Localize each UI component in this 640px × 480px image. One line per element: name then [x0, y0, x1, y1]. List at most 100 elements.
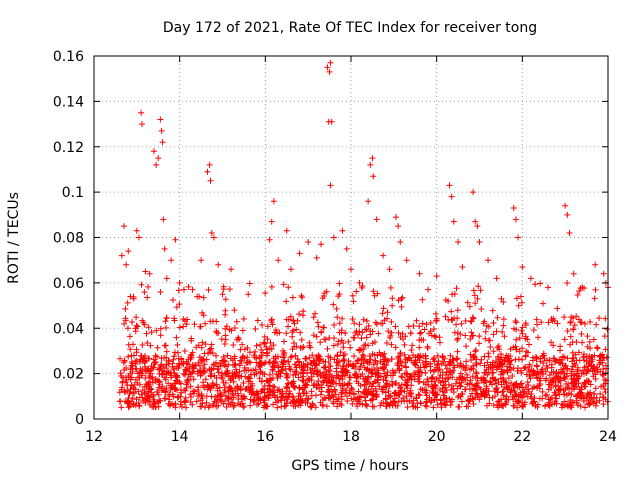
data-point: [125, 395, 132, 402]
data-point: [297, 399, 304, 406]
data-point: [593, 399, 600, 406]
data-point: [361, 326, 368, 333]
data-point: [524, 379, 531, 386]
data-point: [152, 352, 159, 359]
data-point: [388, 355, 395, 362]
data-point: [271, 360, 278, 367]
data-point: [483, 322, 490, 329]
data-point: [369, 155, 376, 162]
data-point: [152, 359, 159, 366]
data-point: [435, 358, 442, 365]
data-point: [331, 356, 338, 363]
data-point: [208, 373, 215, 380]
data-point: [392, 323, 399, 330]
data-point: [205, 286, 212, 293]
data-point: [586, 338, 593, 345]
data-point: [147, 367, 154, 374]
data-point: [326, 395, 333, 402]
y-tick-label: 0.06: [53, 276, 84, 292]
data-point: [341, 356, 348, 363]
data-point: [339, 227, 346, 234]
data-point: [246, 280, 253, 287]
data-point: [281, 357, 288, 364]
data-point: [600, 270, 607, 277]
data-point: [365, 198, 372, 205]
data-point: [580, 367, 587, 374]
data-point: [415, 391, 422, 398]
x-tick-label: 12: [85, 429, 103, 445]
data-point: [288, 353, 295, 360]
data-point: [205, 383, 212, 390]
data-point: [379, 365, 386, 372]
data-point: [271, 384, 278, 391]
data-point: [350, 298, 357, 305]
data-point: [601, 376, 608, 383]
data-point: [132, 376, 139, 383]
data-point: [252, 325, 259, 332]
data-point: [600, 354, 607, 361]
data-point: [384, 309, 391, 316]
data-point: [543, 391, 550, 398]
data-point: [463, 403, 470, 410]
data-point: [568, 358, 575, 365]
data-point: [218, 370, 225, 377]
data-point: [575, 316, 582, 323]
data-point: [309, 400, 316, 407]
data-point: [389, 302, 396, 309]
data-points: [116, 59, 611, 411]
data-point: [248, 389, 255, 396]
data-point: [313, 371, 320, 378]
data-point: [518, 293, 525, 300]
data-point: [392, 214, 399, 221]
data-point: [287, 366, 294, 373]
data-point: [567, 341, 574, 348]
data-point: [287, 381, 294, 388]
data-point: [233, 366, 240, 373]
data-point: [281, 403, 288, 410]
data-point: [343, 245, 350, 252]
data-point: [247, 359, 254, 366]
data-point: [231, 361, 238, 368]
data-point: [432, 310, 439, 317]
data-point: [213, 352, 220, 359]
data-point: [372, 371, 379, 378]
data-point: [510, 384, 517, 391]
data-point: [557, 383, 564, 390]
data-point: [369, 403, 376, 410]
data-point: [155, 366, 162, 373]
data-point: [338, 401, 345, 408]
data-point: [270, 401, 277, 408]
data-point: [379, 351, 386, 358]
data-point: [267, 359, 274, 366]
y-tick-label: 0.04: [53, 321, 84, 337]
data-point: [378, 386, 385, 393]
data-point: [283, 372, 290, 379]
data-point: [523, 348, 530, 355]
data-point: [519, 345, 526, 352]
data-point: [124, 387, 131, 394]
data-point: [583, 370, 590, 377]
data-point: [513, 326, 520, 333]
data-point: [377, 320, 384, 327]
data-point: [327, 59, 334, 66]
data-point: [310, 359, 317, 366]
data-point: [123, 261, 130, 268]
data-point: [161, 245, 168, 252]
data-point: [327, 354, 334, 361]
data-point: [180, 286, 187, 293]
data-point: [449, 291, 456, 298]
data-point: [199, 400, 206, 407]
data-point: [447, 352, 454, 359]
data-point: [218, 336, 225, 343]
data-point: [225, 361, 232, 368]
data-point: [593, 344, 600, 351]
data-point: [556, 359, 563, 366]
data-point: [266, 382, 273, 389]
data-point: [451, 364, 458, 371]
data-point: [563, 381, 570, 388]
data-point: [165, 357, 172, 364]
data-point: [191, 321, 198, 328]
data-point: [180, 323, 187, 330]
data-point: [475, 283, 482, 290]
data-point: [270, 342, 277, 349]
